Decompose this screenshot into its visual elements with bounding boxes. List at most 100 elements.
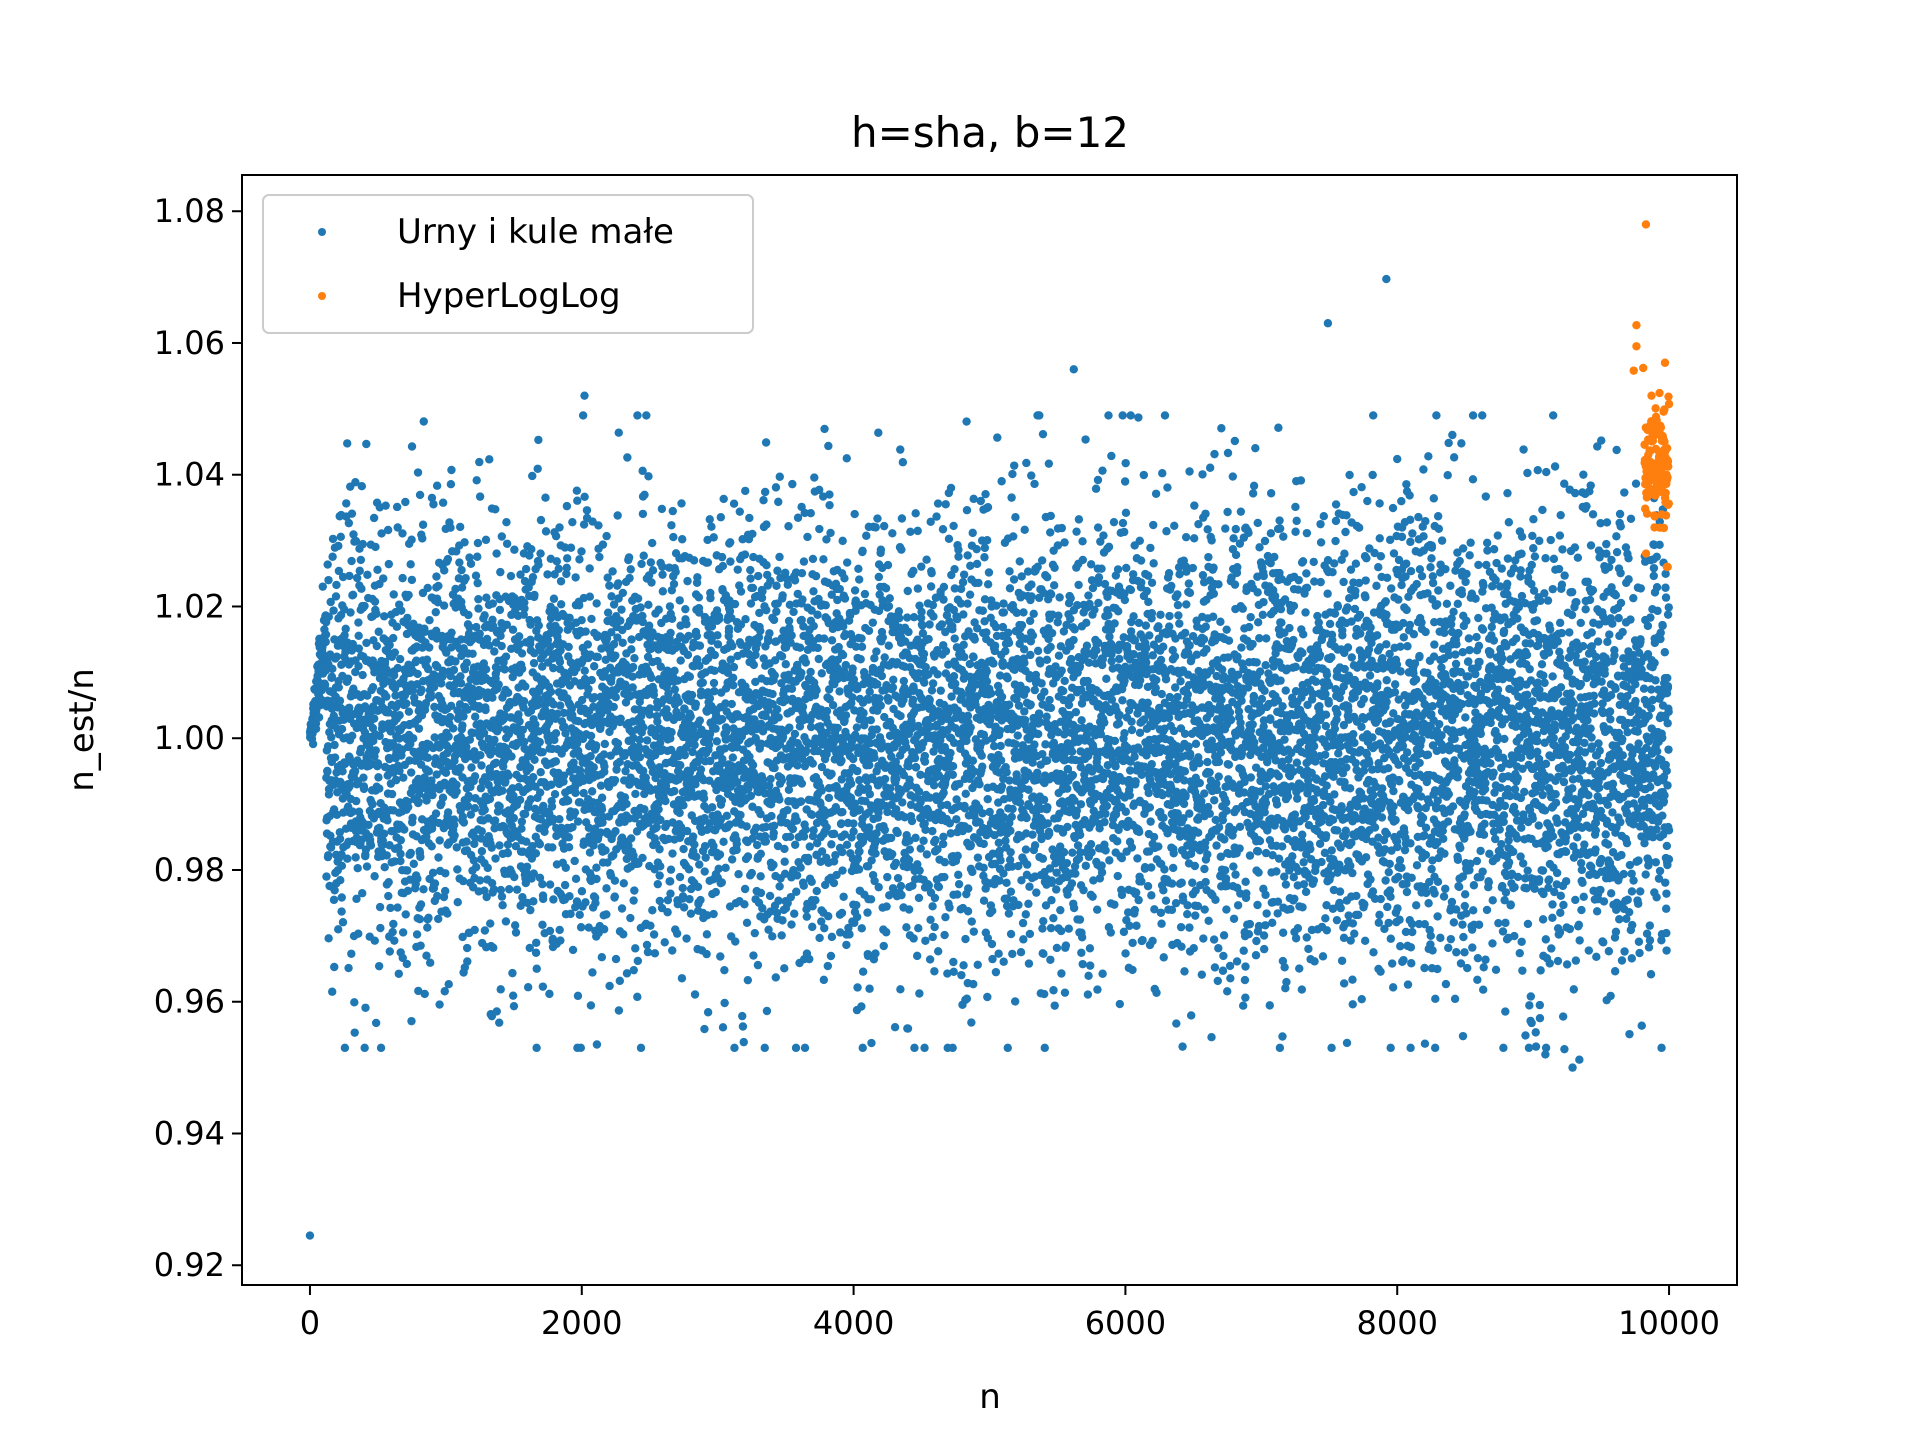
point-urny: [671, 567, 680, 577]
point-urny: [510, 545, 519, 554]
point-urny: [661, 796, 670, 806]
point-urny: [522, 862, 532, 871]
point-urny: [865, 790, 875, 799]
point-urny: [627, 635, 636, 644]
point-urny: [458, 876, 468, 886]
point-urny: [934, 882, 944, 892]
point-urny: [392, 502, 402, 512]
point-urny: [471, 862, 481, 872]
point-urny: [464, 629, 474, 638]
point-urny: [368, 683, 378, 692]
point-urny: [473, 552, 482, 561]
point-urny: [803, 532, 812, 542]
point-urny: [391, 775, 401, 785]
point-urny: [414, 986, 423, 996]
point-urny: [857, 634, 866, 643]
point-urny: [916, 844, 925, 853]
point-urny: [968, 528, 977, 538]
point-urny: [602, 910, 611, 919]
point-urny: [405, 875, 415, 884]
point-urny: [790, 909, 799, 918]
point-urny: [879, 941, 888, 951]
point-urny: [815, 524, 824, 534]
point-urny: [351, 853, 360, 862]
point-urny: [578, 411, 588, 420]
point-urny: [797, 668, 806, 678]
point-urny: [529, 658, 539, 668]
point-urny: [394, 969, 403, 978]
point-urny: [408, 813, 417, 823]
point-urny: [710, 687, 719, 696]
point-urny: [336, 875, 345, 885]
point-urny: [488, 693, 497, 702]
point-urny: [648, 906, 657, 915]
point-urny: [561, 863, 571, 872]
point-urny: [550, 735, 559, 745]
point-urny: [677, 974, 687, 983]
point-urny: [925, 955, 935, 964]
point-urny: [395, 766, 404, 776]
point-urny: [402, 699, 411, 708]
point-urny: [857, 642, 867, 651]
point-urny: [380, 657, 390, 667]
point-urny: [817, 786, 826, 795]
point-urny: [427, 842, 436, 851]
point-urny: [945, 903, 954, 912]
point-urny: [545, 926, 555, 936]
point-urny: [860, 589, 870, 599]
point-urny: [695, 716, 705, 725]
point-urny: [824, 441, 833, 451]
point-urny: [494, 724, 504, 733]
point-urny: [736, 587, 746, 596]
point-urny: [741, 486, 750, 496]
point-urny: [509, 791, 518, 801]
point-urny: [978, 809, 987, 818]
point-urny: [406, 848, 415, 858]
point-urny: [427, 493, 437, 503]
point-urny: [373, 565, 382, 575]
point-urny: [549, 594, 559, 603]
point-urny: [889, 675, 898, 684]
point-urny: [728, 673, 738, 683]
point-urny: [654, 605, 663, 614]
point-urny: [477, 847, 487, 856]
point-urny: [334, 683, 343, 692]
point-urny: [476, 784, 486, 793]
point-urny: [340, 631, 349, 640]
point-urny: [532, 938, 541, 947]
point-urny: [555, 523, 564, 532]
point-urny: [633, 411, 642, 420]
point-urny: [587, 787, 597, 796]
point-urny: [413, 874, 422, 883]
point-urny: [907, 816, 917, 826]
point-urny: [553, 709, 562, 718]
point-urny: [430, 879, 440, 888]
point-urny: [402, 959, 412, 969]
point-urny: [528, 471, 537, 481]
point-urny: [770, 763, 779, 773]
point-urny: [783, 580, 793, 589]
point-urny: [825, 490, 834, 499]
point-urny: [714, 614, 724, 624]
point-urny: [928, 600, 938, 610]
point-urny: [922, 555, 931, 564]
point-urny: [508, 991, 518, 1000]
point-urny: [551, 757, 561, 766]
point-urny: [669, 532, 678, 542]
point-urny: [588, 968, 597, 977]
point-urny: [726, 557, 735, 566]
point-urny: [695, 641, 705, 650]
point-urny: [434, 853, 443, 862]
point-urny: [639, 723, 648, 732]
point-urny: [893, 828, 902, 838]
point-urny: [811, 571, 821, 581]
point-urny: [391, 691, 400, 700]
point-urny: [733, 565, 742, 574]
point-urny: [490, 816, 500, 825]
point-urny: [756, 626, 765, 636]
point-urny: [633, 992, 642, 1002]
point-urny: [324, 612, 333, 621]
point-urny: [473, 538, 483, 548]
point-urny: [717, 714, 727, 724]
point-urny: [748, 529, 757, 539]
